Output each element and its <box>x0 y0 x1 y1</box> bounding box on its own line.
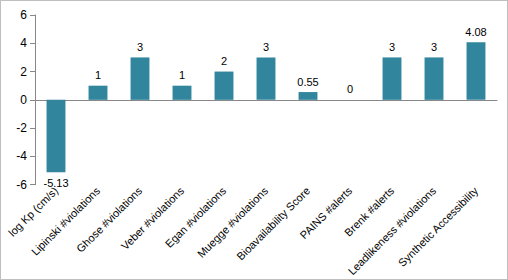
svg-text:4: 4 <box>20 36 27 50</box>
svg-text:3: 3 <box>389 41 395 53</box>
svg-text:0: 0 <box>347 83 353 95</box>
svg-text:-6: -6 <box>16 178 27 192</box>
svg-text:PAINS #alerts: PAINS #alerts <box>297 184 355 242</box>
svg-text:3: 3 <box>431 41 437 53</box>
svg-text:-4: -4 <box>16 149 27 163</box>
svg-text:log Kp (cm/s): log Kp (cm/s) <box>6 184 61 239</box>
svg-text:0.55: 0.55 <box>297 76 318 88</box>
svg-text:Lipinski #violations: Lipinski #violations <box>29 184 103 258</box>
svg-text:0: 0 <box>20 93 27 107</box>
svg-text:Muegge #violations: Muegge #violations <box>195 184 271 260</box>
svg-text:2: 2 <box>20 65 27 79</box>
svg-text:Ghose #violations: Ghose #violations <box>74 184 145 255</box>
svg-text:-2: -2 <box>16 121 27 135</box>
svg-text:1: 1 <box>95 69 101 81</box>
svg-text:4.08: 4.08 <box>465 26 486 38</box>
svg-text:3: 3 <box>263 41 269 53</box>
svg-text:Leadlikeness #violations: Leadlikeness #violations <box>345 184 439 278</box>
svg-text:-5.13: -5.13 <box>43 177 68 189</box>
svg-text:Synthetic Accessibility: Synthetic Accessibility <box>396 184 481 269</box>
svg-text:2: 2 <box>221 55 227 67</box>
svg-text:Egan #violations: Egan #violations <box>162 184 229 250</box>
svg-text:3: 3 <box>137 41 143 53</box>
svg-text:Bioavailability Score: Bioavailability Score <box>234 184 312 262</box>
svg-text:Veber #violations: Veber #violations <box>118 184 187 253</box>
svg-text:6: 6 <box>20 8 27 22</box>
svg-text:1: 1 <box>179 69 185 81</box>
svg-text:Brenk #alerts: Brenk #alerts <box>342 184 397 239</box>
